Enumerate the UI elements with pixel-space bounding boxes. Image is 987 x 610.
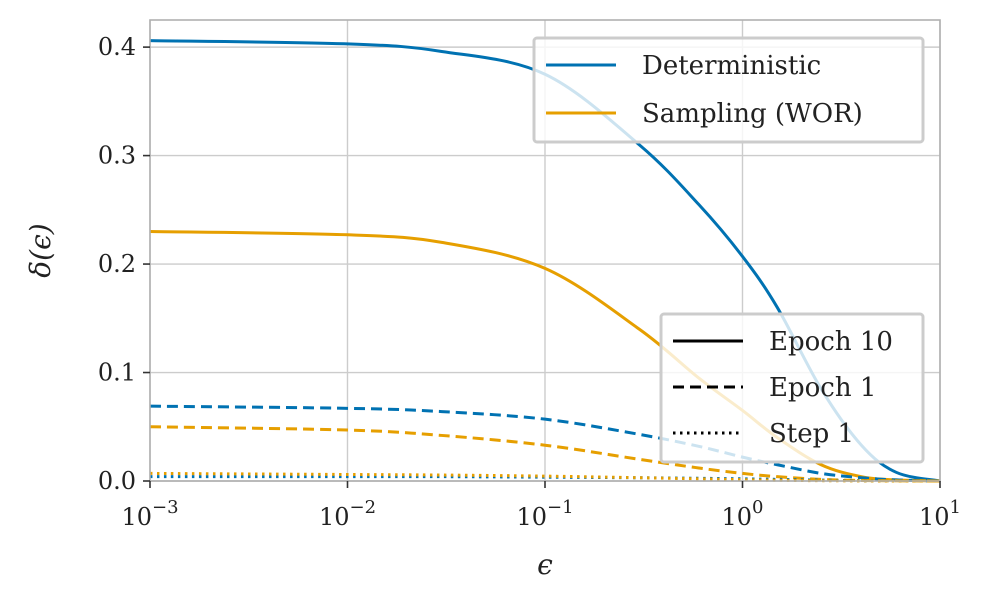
y-tick-label-0: 0.0 bbox=[98, 467, 136, 495]
x-tick-label-2: 10−1 bbox=[516, 497, 573, 531]
y-tick-label-1: 0.1 bbox=[98, 359, 136, 387]
methods-legend-label-1: Sampling (WOR) bbox=[642, 99, 863, 129]
y-axis-label: δ(ϵ) bbox=[24, 223, 57, 277]
methods-legend-label-0: Deterministic bbox=[642, 51, 821, 81]
horizons-legend-box bbox=[659, 312, 925, 464]
axis-ticks: 10−3 10−2 10−1 100 101 0.0 0.1 0.2 0.3 0.4 bbox=[98, 33, 961, 531]
y-tick-label-2: 0.2 bbox=[98, 250, 136, 278]
legend-methods: Deterministic Sampling (WOR) bbox=[532, 36, 925, 144]
x-tick-label-4: 101 bbox=[919, 497, 961, 531]
horizons-legend-label-0: Epoch 10 bbox=[769, 327, 893, 357]
horizons-legend-label-2: Step 1 bbox=[769, 419, 854, 449]
x-axis-label: ϵ bbox=[537, 548, 553, 581]
y-tick-label-4: 0.4 bbox=[98, 33, 136, 61]
methods-legend-box bbox=[532, 36, 925, 144]
horizons-legend-label-1: Epoch 1 bbox=[769, 373, 876, 403]
legend-horizons: Epoch 10 Epoch 1 Step 1 bbox=[659, 312, 925, 464]
y-tick-label-3: 0.3 bbox=[98, 142, 136, 170]
x-tick-label-0: 10−3 bbox=[121, 497, 178, 531]
x-tick-label-3: 100 bbox=[722, 497, 764, 531]
x-tick-label-1: 10−2 bbox=[319, 497, 376, 531]
